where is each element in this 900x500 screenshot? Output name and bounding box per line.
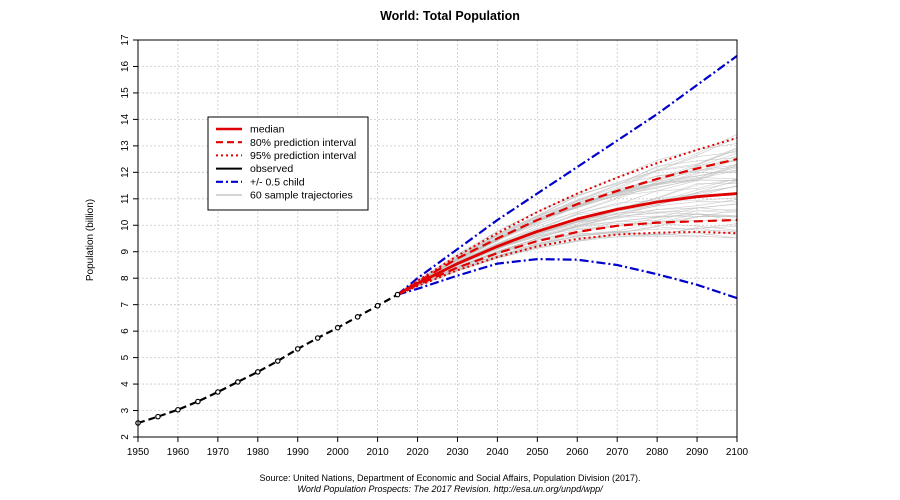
y-tick-label-15: 15	[120, 87, 131, 99]
series-line-observed	[137, 293, 399, 425]
sample-trajectory-40	[397, 197, 738, 295]
x-tick-label-2010: 2010	[366, 447, 389, 458]
series-line-pi80-lower	[397, 218, 738, 296]
sample-trajectory-35	[397, 216, 738, 295]
x-tick-label-2050: 2050	[526, 447, 549, 458]
legend-label-median: median	[250, 124, 285, 136]
y-tick-label-9: 9	[120, 249, 131, 255]
x-tick-label-2090: 2090	[686, 447, 709, 458]
observed-point-1960	[175, 406, 181, 413]
sample-trajectory-24	[397, 134, 738, 295]
x-tick-label-2000: 2000	[327, 447, 350, 458]
series-line-pi80-upper	[397, 158, 738, 296]
sample-trajectory-59	[397, 167, 738, 295]
x-tick-label-2040: 2040	[486, 447, 509, 458]
source-line-1: Source: United Nations, Department of Ec…	[259, 473, 641, 483]
y-tick-label-2: 2	[120, 434, 131, 440]
y-tick-label-14: 14	[120, 113, 131, 125]
legend-label-observed: observed	[250, 163, 293, 175]
observed-point-1965	[195, 398, 201, 405]
y-tick-label-3: 3	[120, 407, 131, 413]
x-tick-label-2020: 2020	[406, 447, 429, 458]
source-line-2: World Population Prospects: The 2017 Rev…	[297, 484, 603, 494]
observed-point-2005	[354, 314, 361, 320]
y-tick-label-12: 12	[120, 166, 131, 178]
chart-title: World: Total Population	[380, 9, 520, 23]
source-note: Source: United Nations, Department of Ec…	[0, 473, 900, 495]
x-tick-label-2060: 2060	[566, 447, 589, 458]
observed-point-2010	[374, 302, 381, 309]
legend-label-child: +/- 0.5 child	[250, 176, 305, 188]
series-line-child-upper	[396, 55, 738, 296]
series-line-child-lower	[397, 258, 738, 300]
series-line-median	[396, 192, 738, 296]
x-tick-label-2070: 2070	[606, 447, 629, 458]
observed-point-1995	[314, 335, 321, 341]
sample-trajectory-1	[397, 201, 738, 295]
y-tick-label-11: 11	[120, 193, 131, 204]
y-tick-label-5: 5	[120, 354, 131, 360]
x-tick-label-2100: 2100	[726, 447, 749, 458]
y-tick-label-13: 13	[120, 140, 131, 152]
legend-label-pi80: 80% prediction interval	[250, 137, 356, 149]
y-axis-label: Population (billion)	[85, 199, 96, 281]
observed-point-2015	[394, 291, 401, 298]
x-tick-label-1990: 1990	[287, 447, 310, 458]
observed-point-1985	[274, 358, 281, 364]
y-tick-label-4: 4	[120, 381, 131, 387]
x-tick-label-1950: 1950	[127, 447, 150, 458]
y-tick-label-7: 7	[120, 301, 131, 307]
plot-frame	[137, 39, 738, 438]
grid-lines	[137, 39, 738, 438]
y-tick-label-8: 8	[120, 275, 131, 281]
axes: 1950 1960 1970 1980 1990 2000 2010 2020 2030 2040…	[120, 34, 749, 458]
y-tick-label-17: 17	[120, 34, 131, 46]
observed-point-1970	[215, 389, 221, 395]
x-tick-label-1970: 1970	[207, 447, 230, 458]
observed-point-1990	[294, 346, 301, 352]
observed-point-1955	[155, 413, 161, 420]
legend-label-pi95: 95% prediction interval	[250, 150, 356, 162]
x-tick-label-2080: 2080	[646, 447, 669, 458]
x-tick-label-1980: 1980	[247, 447, 270, 458]
sample-trajectory-50	[397, 219, 738, 295]
x-tick-label-1960: 1960	[167, 447, 190, 458]
x-tick-label-2030: 2030	[446, 447, 469, 458]
observed-point-1980	[254, 369, 261, 375]
sample-trajectory-58	[397, 227, 738, 295]
series-lines	[135, 55, 738, 426]
legend-label-samples: 60 sample trajectories	[250, 190, 353, 202]
observed-point-1975	[235, 379, 241, 385]
observed-point-2000	[334, 324, 341, 331]
y-tick-label-10: 10	[120, 219, 131, 231]
y-tick-label-6: 6	[120, 328, 131, 334]
y-tick-label-16: 16	[120, 60, 131, 72]
